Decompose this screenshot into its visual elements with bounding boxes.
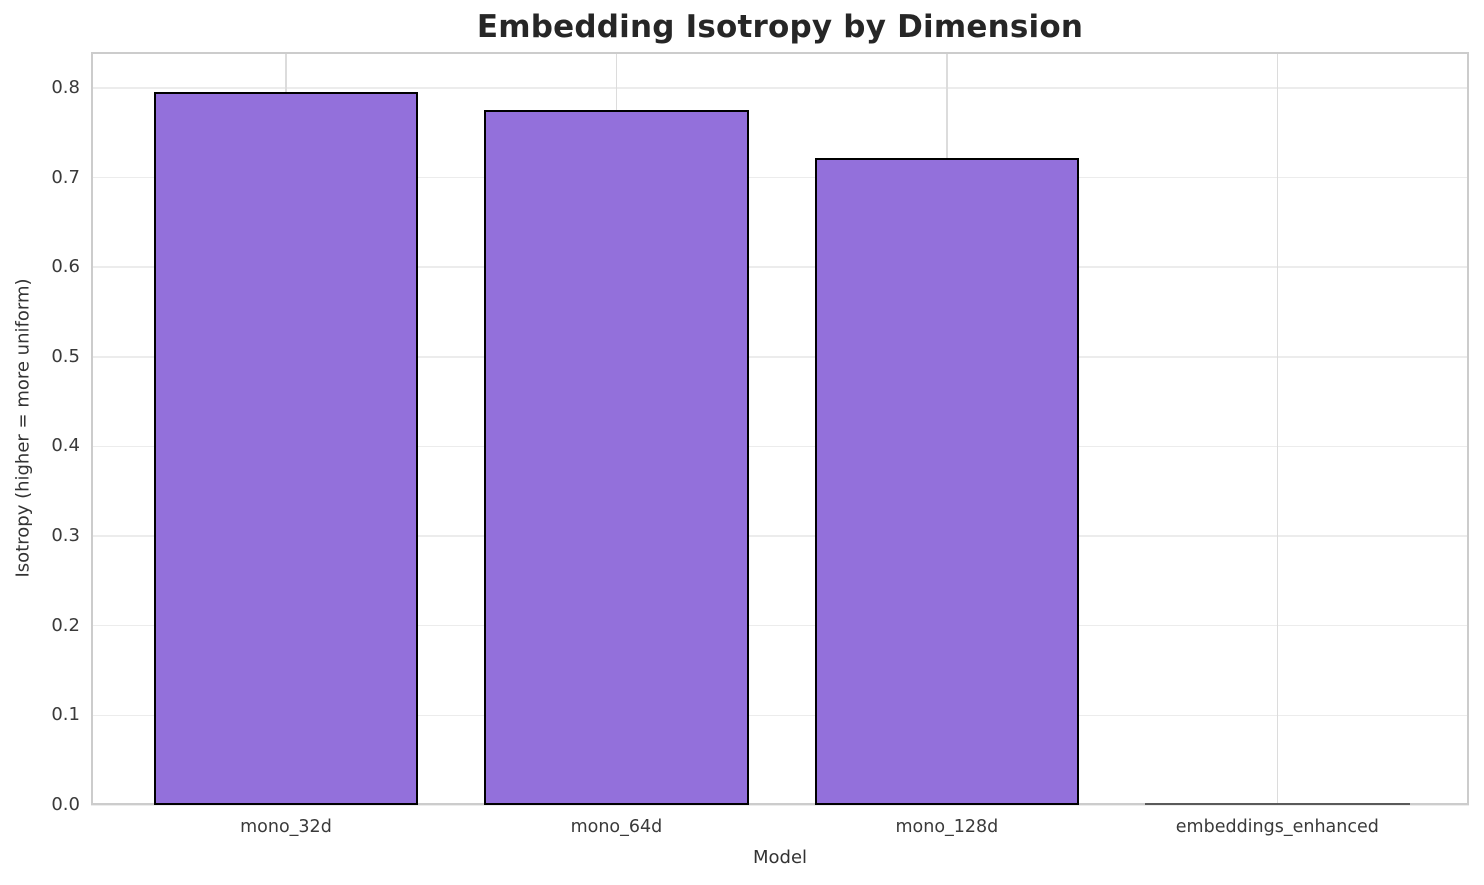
- bar-mono_64d: [484, 110, 749, 805]
- x-tick-label: mono_64d: [570, 817, 663, 837]
- h-gridline: [91, 445, 1469, 448]
- axes-spines: [91, 52, 1469, 805]
- x-tick-label: embeddings_enhanced: [1175, 817, 1379, 837]
- v-gridline: [1276, 52, 1279, 805]
- h-gridline: [91, 176, 1469, 179]
- h-gridline: [91, 624, 1469, 627]
- y-tick-label: 0.5: [51, 345, 80, 367]
- bar-mono_128d: [814, 157, 1080, 805]
- plot-area: [91, 52, 1469, 806]
- h-gridline: [91, 535, 1469, 537]
- bar-embeddings_enhanced: [1145, 803, 1410, 805]
- bar-mono_32d: [153, 92, 419, 805]
- h-gridline: [91, 266, 1469, 268]
- h-gridline: [91, 804, 1469, 806]
- x-tick-label: mono_32d: [240, 817, 332, 837]
- y-tick-label: 0.8: [51, 76, 80, 98]
- y-tick-label: 0.1: [51, 704, 80, 726]
- y-tick-label: 0.4: [51, 435, 80, 457]
- y-tick-label: 0.0: [51, 794, 80, 815]
- h-gridline: [91, 356, 1469, 358]
- x-tick-label: mono_128d: [895, 817, 999, 837]
- y-tick-label: 0.7: [51, 166, 80, 188]
- chart-title: Embedding Isotropy by Dimension: [476, 9, 1084, 45]
- y-tick-label: 0.6: [51, 256, 80, 278]
- h-gridline: [91, 87, 1469, 89]
- y-tick-label: 0.3: [51, 525, 80, 547]
- x-axis-label: Model: [752, 847, 808, 868]
- h-gridline: [91, 714, 1469, 717]
- y-tick-label: 0.2: [51, 614, 80, 636]
